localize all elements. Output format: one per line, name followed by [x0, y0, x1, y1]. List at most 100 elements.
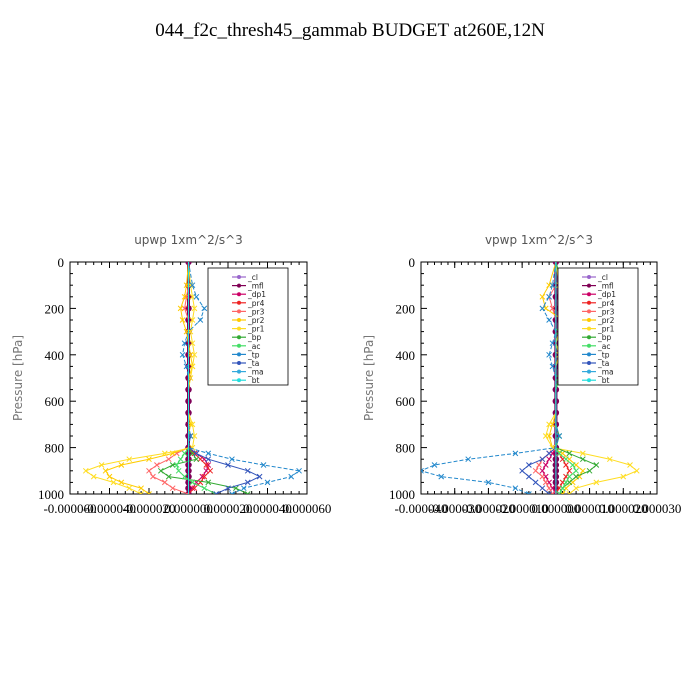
legend-marker [237, 275, 241, 279]
series-marker [244, 491, 251, 494]
y-tick-label: 0 [409, 255, 416, 270]
series-marker [205, 479, 212, 486]
series-marker [229, 456, 235, 463]
series-marker [146, 456, 152, 463]
legend-label: _ma [247, 368, 264, 377]
legend-marker [587, 335, 591, 340]
series-marker [542, 462, 549, 468]
series-marker [118, 479, 125, 486]
y-tick-label: 0 [58, 255, 65, 270]
legend-label: _bt [247, 376, 260, 385]
legend-label: _ma [597, 368, 614, 377]
legend-label: _pr3 [247, 307, 265, 316]
series-marker [526, 491, 532, 494]
legend-marker [237, 369, 241, 374]
series-marker [189, 282, 196, 289]
legend-marker [587, 275, 591, 279]
legend-label: _bt [597, 376, 610, 385]
legend-label: _dp1 [597, 290, 616, 299]
series-marker [546, 293, 552, 300]
series-marker [546, 421, 552, 428]
series-marker [633, 467, 640, 474]
series-marker [532, 479, 539, 486]
x-tick-label: -0.000040 [394, 501, 447, 516]
series-marker [465, 456, 472, 463]
legend-label: _pr2 [597, 316, 615, 325]
series-marker [181, 450, 188, 457]
series-marker [146, 491, 152, 494]
series-marker [181, 340, 188, 347]
series-marker [203, 462, 210, 468]
series-marker [549, 282, 556, 289]
series-marker [421, 467, 424, 474]
series-line [421, 262, 560, 494]
series-marker [118, 462, 125, 468]
series-marker [563, 456, 569, 463]
chart-upwp: upwp 1xm^2/s^3 Pressure [hPa] 0 200 400 600 80… [11, 233, 331, 516]
series-marker [146, 467, 152, 474]
series-marker [157, 467, 164, 474]
series-marker [546, 485, 552, 492]
legend-label: _pr4 [597, 299, 615, 308]
series-marker [549, 305, 556, 312]
series-marker [566, 450, 573, 457]
series-marker [549, 340, 556, 347]
series-marker [573, 485, 579, 492]
y-tick-label: 800 [396, 441, 416, 456]
series-group [82, 262, 302, 494]
x-tick-label: -0.000060 [43, 501, 96, 516]
x-tick-label: 0.000020 [599, 501, 648, 516]
series-marker [189, 485, 196, 492]
series-marker [546, 491, 552, 494]
series-marker [532, 467, 539, 474]
series-marker [181, 293, 188, 300]
y-axis-label: Pressure [hPa] [362, 335, 376, 421]
series-marker [189, 363, 196, 370]
series-marker [205, 462, 212, 468]
series-marker [542, 433, 549, 439]
series-marker [165, 456, 172, 463]
series-marker [126, 485, 133, 492]
legend-marker [237, 283, 241, 288]
series-marker [193, 450, 200, 457]
series-line [521, 262, 557, 494]
series-marker [175, 467, 182, 474]
series-marker [191, 485, 198, 492]
series-marker [138, 491, 144, 494]
series-marker [539, 456, 546, 463]
series-marker [179, 317, 186, 323]
series-marker [288, 473, 295, 480]
series-marker [205, 456, 212, 463]
series-marker [512, 450, 519, 457]
series-marker [82, 467, 89, 474]
series-marker [556, 450, 563, 457]
series-marker [189, 421, 196, 428]
legend-label: _bp [247, 333, 262, 342]
series-marker [579, 456, 586, 463]
legend-marker [237, 378, 241, 383]
legend-marker [237, 352, 241, 357]
legend-label: _pr2 [247, 316, 265, 325]
legend-marker [237, 300, 241, 305]
x-tick-label: -0.000010 [496, 501, 549, 516]
legend-marker [237, 326, 241, 331]
series-marker [98, 462, 105, 468]
series-marker [191, 351, 198, 358]
legend-marker [587, 300, 591, 305]
series-marker [296, 467, 302, 474]
series-marker [213, 491, 220, 494]
series-marker [189, 479, 196, 486]
series-marker [205, 450, 212, 457]
series-marker [256, 473, 263, 480]
legend-label: _tp [597, 350, 610, 359]
x-tick-label: 0.000020 [204, 501, 253, 516]
legend-marker [587, 318, 591, 322]
series-marker [138, 485, 144, 492]
series-marker [165, 473, 172, 480]
y-tick-label: 200 [396, 301, 416, 316]
series-marker [260, 462, 267, 468]
series-marker [173, 462, 180, 468]
y-tick-label: 400 [45, 348, 65, 363]
series-marker [240, 485, 247, 492]
